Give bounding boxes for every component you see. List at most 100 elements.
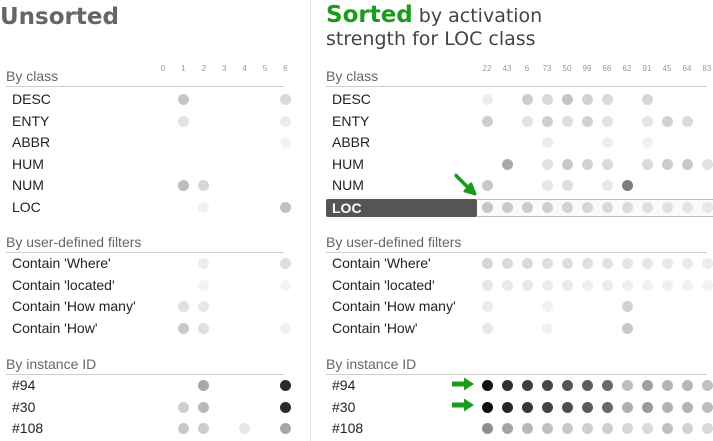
activation-dot[interactable] — [621, 380, 633, 391]
activation-dot[interactable] — [481, 322, 493, 334]
activation-dot[interactable] — [501, 201, 513, 213]
activation-dot[interactable] — [177, 322, 189, 334]
activation-dot[interactable] — [481, 201, 493, 213]
activation-dot[interactable] — [701, 401, 713, 413]
activation-dot[interactable] — [581, 279, 593, 291]
activation-dot[interactable] — [701, 258, 713, 269]
activation-dot[interactable] — [661, 115, 673, 127]
activation-dot[interactable] — [177, 94, 189, 105]
activation-dot[interactable] — [701, 423, 713, 434]
activation-dot[interactable] — [581, 201, 593, 213]
activation-dot[interactable] — [581, 115, 593, 127]
activation-dot[interactable] — [701, 158, 713, 170]
activation-dot[interactable] — [541, 180, 553, 191]
activation-dot[interactable] — [541, 301, 553, 312]
activation-dot[interactable] — [561, 380, 573, 391]
activation-dot[interactable] — [561, 201, 573, 213]
activation-dot[interactable] — [621, 258, 633, 269]
activation-dot[interactable] — [561, 180, 573, 191]
activation-dot[interactable] — [661, 401, 673, 413]
activation-dot[interactable] — [481, 258, 493, 269]
activation-dot[interactable] — [541, 137, 553, 148]
activation-dot[interactable] — [501, 258, 513, 269]
activation-dot[interactable] — [641, 158, 653, 170]
activation-dot[interactable] — [501, 401, 513, 413]
activation-dot[interactable] — [641, 423, 653, 434]
activation-dot[interactable] — [541, 115, 553, 127]
activation-dot[interactable] — [198, 258, 210, 269]
activation-dot[interactable] — [541, 279, 553, 291]
activation-dot[interactable] — [601, 94, 613, 105]
activation-dot[interactable] — [501, 279, 513, 291]
activation-dot[interactable] — [177, 301, 189, 312]
activation-dot[interactable] — [621, 401, 633, 413]
activation-dot[interactable] — [501, 158, 513, 170]
activation-dot[interactable] — [581, 258, 593, 269]
activation-dot[interactable] — [701, 279, 713, 291]
activation-dot[interactable] — [681, 158, 693, 170]
activation-dot[interactable] — [601, 423, 613, 434]
activation-dot[interactable] — [561, 94, 573, 105]
activation-dot[interactable] — [621, 180, 633, 191]
activation-dot[interactable] — [581, 158, 593, 170]
activation-dot[interactable] — [198, 401, 210, 413]
activation-dot[interactable] — [561, 401, 573, 413]
activation-dot[interactable] — [198, 380, 210, 391]
activation-dot[interactable] — [621, 201, 633, 213]
activation-dot[interactable] — [641, 380, 653, 391]
activation-dot[interactable] — [601, 401, 613, 413]
activation-dot[interactable] — [198, 279, 210, 291]
activation-dot[interactable] — [641, 401, 653, 413]
activation-dot[interactable] — [601, 180, 613, 191]
activation-dot[interactable] — [581, 94, 593, 105]
activation-dot[interactable] — [541, 423, 553, 434]
activation-dot[interactable] — [601, 279, 613, 291]
activation-dot[interactable] — [641, 94, 653, 105]
activation-dot[interactable] — [481, 380, 493, 391]
activation-dot[interactable] — [561, 115, 573, 127]
activation-dot[interactable] — [601, 201, 613, 213]
activation-dot[interactable] — [198, 423, 210, 434]
activation-dot[interactable] — [541, 258, 553, 269]
activation-dot[interactable] — [701, 201, 713, 213]
activation-dot[interactable] — [681, 258, 693, 269]
activation-dot[interactable] — [279, 322, 291, 334]
activation-dot[interactable] — [561, 279, 573, 291]
activation-dot[interactable] — [601, 137, 613, 148]
activation-dot[interactable] — [561, 258, 573, 269]
activation-dot[interactable] — [641, 115, 653, 127]
activation-dot[interactable] — [481, 115, 493, 127]
activation-dot[interactable] — [581, 380, 593, 391]
activation-dot[interactable] — [581, 423, 593, 434]
activation-dot[interactable] — [501, 423, 513, 434]
activation-dot[interactable] — [541, 201, 553, 213]
activation-dot[interactable] — [661, 201, 673, 213]
activation-dot[interactable] — [561, 423, 573, 434]
activation-dot[interactable] — [601, 158, 613, 170]
activation-dot[interactable] — [681, 201, 693, 213]
activation-dot[interactable] — [541, 380, 553, 391]
activation-dot[interactable] — [279, 423, 291, 434]
activation-dot[interactable] — [481, 94, 493, 105]
activation-dot[interactable] — [641, 279, 653, 291]
activation-dot[interactable] — [177, 401, 189, 413]
activation-dot[interactable] — [601, 115, 613, 127]
activation-dot[interactable] — [681, 380, 693, 391]
activation-dot[interactable] — [661, 279, 673, 291]
activation-dot[interactable] — [279, 401, 291, 413]
activation-dot[interactable] — [521, 115, 533, 127]
activation-dot[interactable] — [521, 423, 533, 434]
activation-dot[interactable] — [198, 201, 210, 213]
activation-dot[interactable] — [661, 158, 673, 170]
activation-dot[interactable] — [681, 279, 693, 291]
activation-dot[interactable] — [481, 279, 493, 291]
activation-dot[interactable] — [681, 401, 693, 413]
activation-dot[interactable] — [541, 322, 553, 334]
activation-dot[interactable] — [279, 137, 291, 148]
activation-dot[interactable] — [661, 423, 673, 434]
activation-dot[interactable] — [279, 279, 291, 291]
activation-dot[interactable] — [177, 115, 189, 127]
activation-dot[interactable] — [198, 301, 210, 312]
activation-dot[interactable] — [481, 180, 493, 191]
activation-dot[interactable] — [661, 380, 673, 391]
